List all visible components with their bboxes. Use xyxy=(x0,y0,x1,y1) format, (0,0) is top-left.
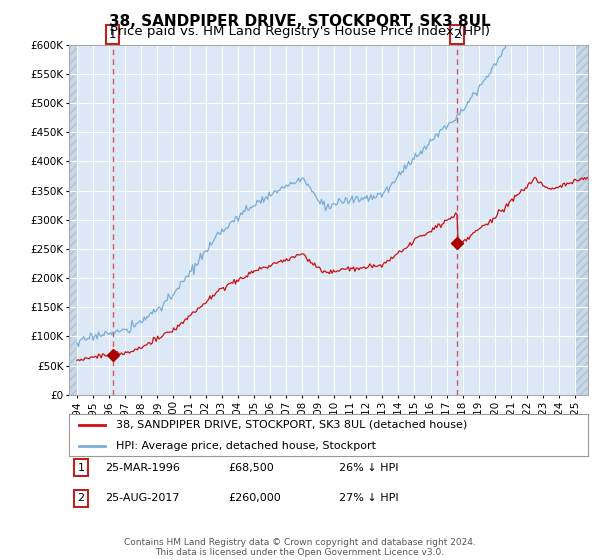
Text: 38, SANDPIPER DRIVE, STOCKPORT, SK3 8UL (detached house): 38, SANDPIPER DRIVE, STOCKPORT, SK3 8UL … xyxy=(116,420,467,430)
Text: 26% ↓ HPI: 26% ↓ HPI xyxy=(339,463,398,473)
Text: £260,000: £260,000 xyxy=(228,493,281,503)
Bar xyxy=(69,45,77,395)
Text: Price paid vs. HM Land Registry's House Price Index (HPI): Price paid vs. HM Land Registry's House … xyxy=(110,25,490,38)
Text: 2: 2 xyxy=(453,27,461,41)
Text: Contains HM Land Registry data © Crown copyright and database right 2024.
This d: Contains HM Land Registry data © Crown c… xyxy=(124,538,476,557)
Text: 1: 1 xyxy=(77,463,85,473)
Text: HPI: Average price, detached house, Stockport: HPI: Average price, detached house, Stoc… xyxy=(116,441,376,451)
Text: £68,500: £68,500 xyxy=(228,463,274,473)
Text: 38, SANDPIPER DRIVE, STOCKPORT, SK3 8UL: 38, SANDPIPER DRIVE, STOCKPORT, SK3 8UL xyxy=(109,14,491,29)
Text: 25-MAR-1996: 25-MAR-1996 xyxy=(105,463,180,473)
Text: 2: 2 xyxy=(77,493,85,503)
Text: 27% ↓ HPI: 27% ↓ HPI xyxy=(339,493,398,503)
Text: 1: 1 xyxy=(109,27,116,41)
Bar xyxy=(575,45,588,395)
Text: 25-AUG-2017: 25-AUG-2017 xyxy=(105,493,179,503)
